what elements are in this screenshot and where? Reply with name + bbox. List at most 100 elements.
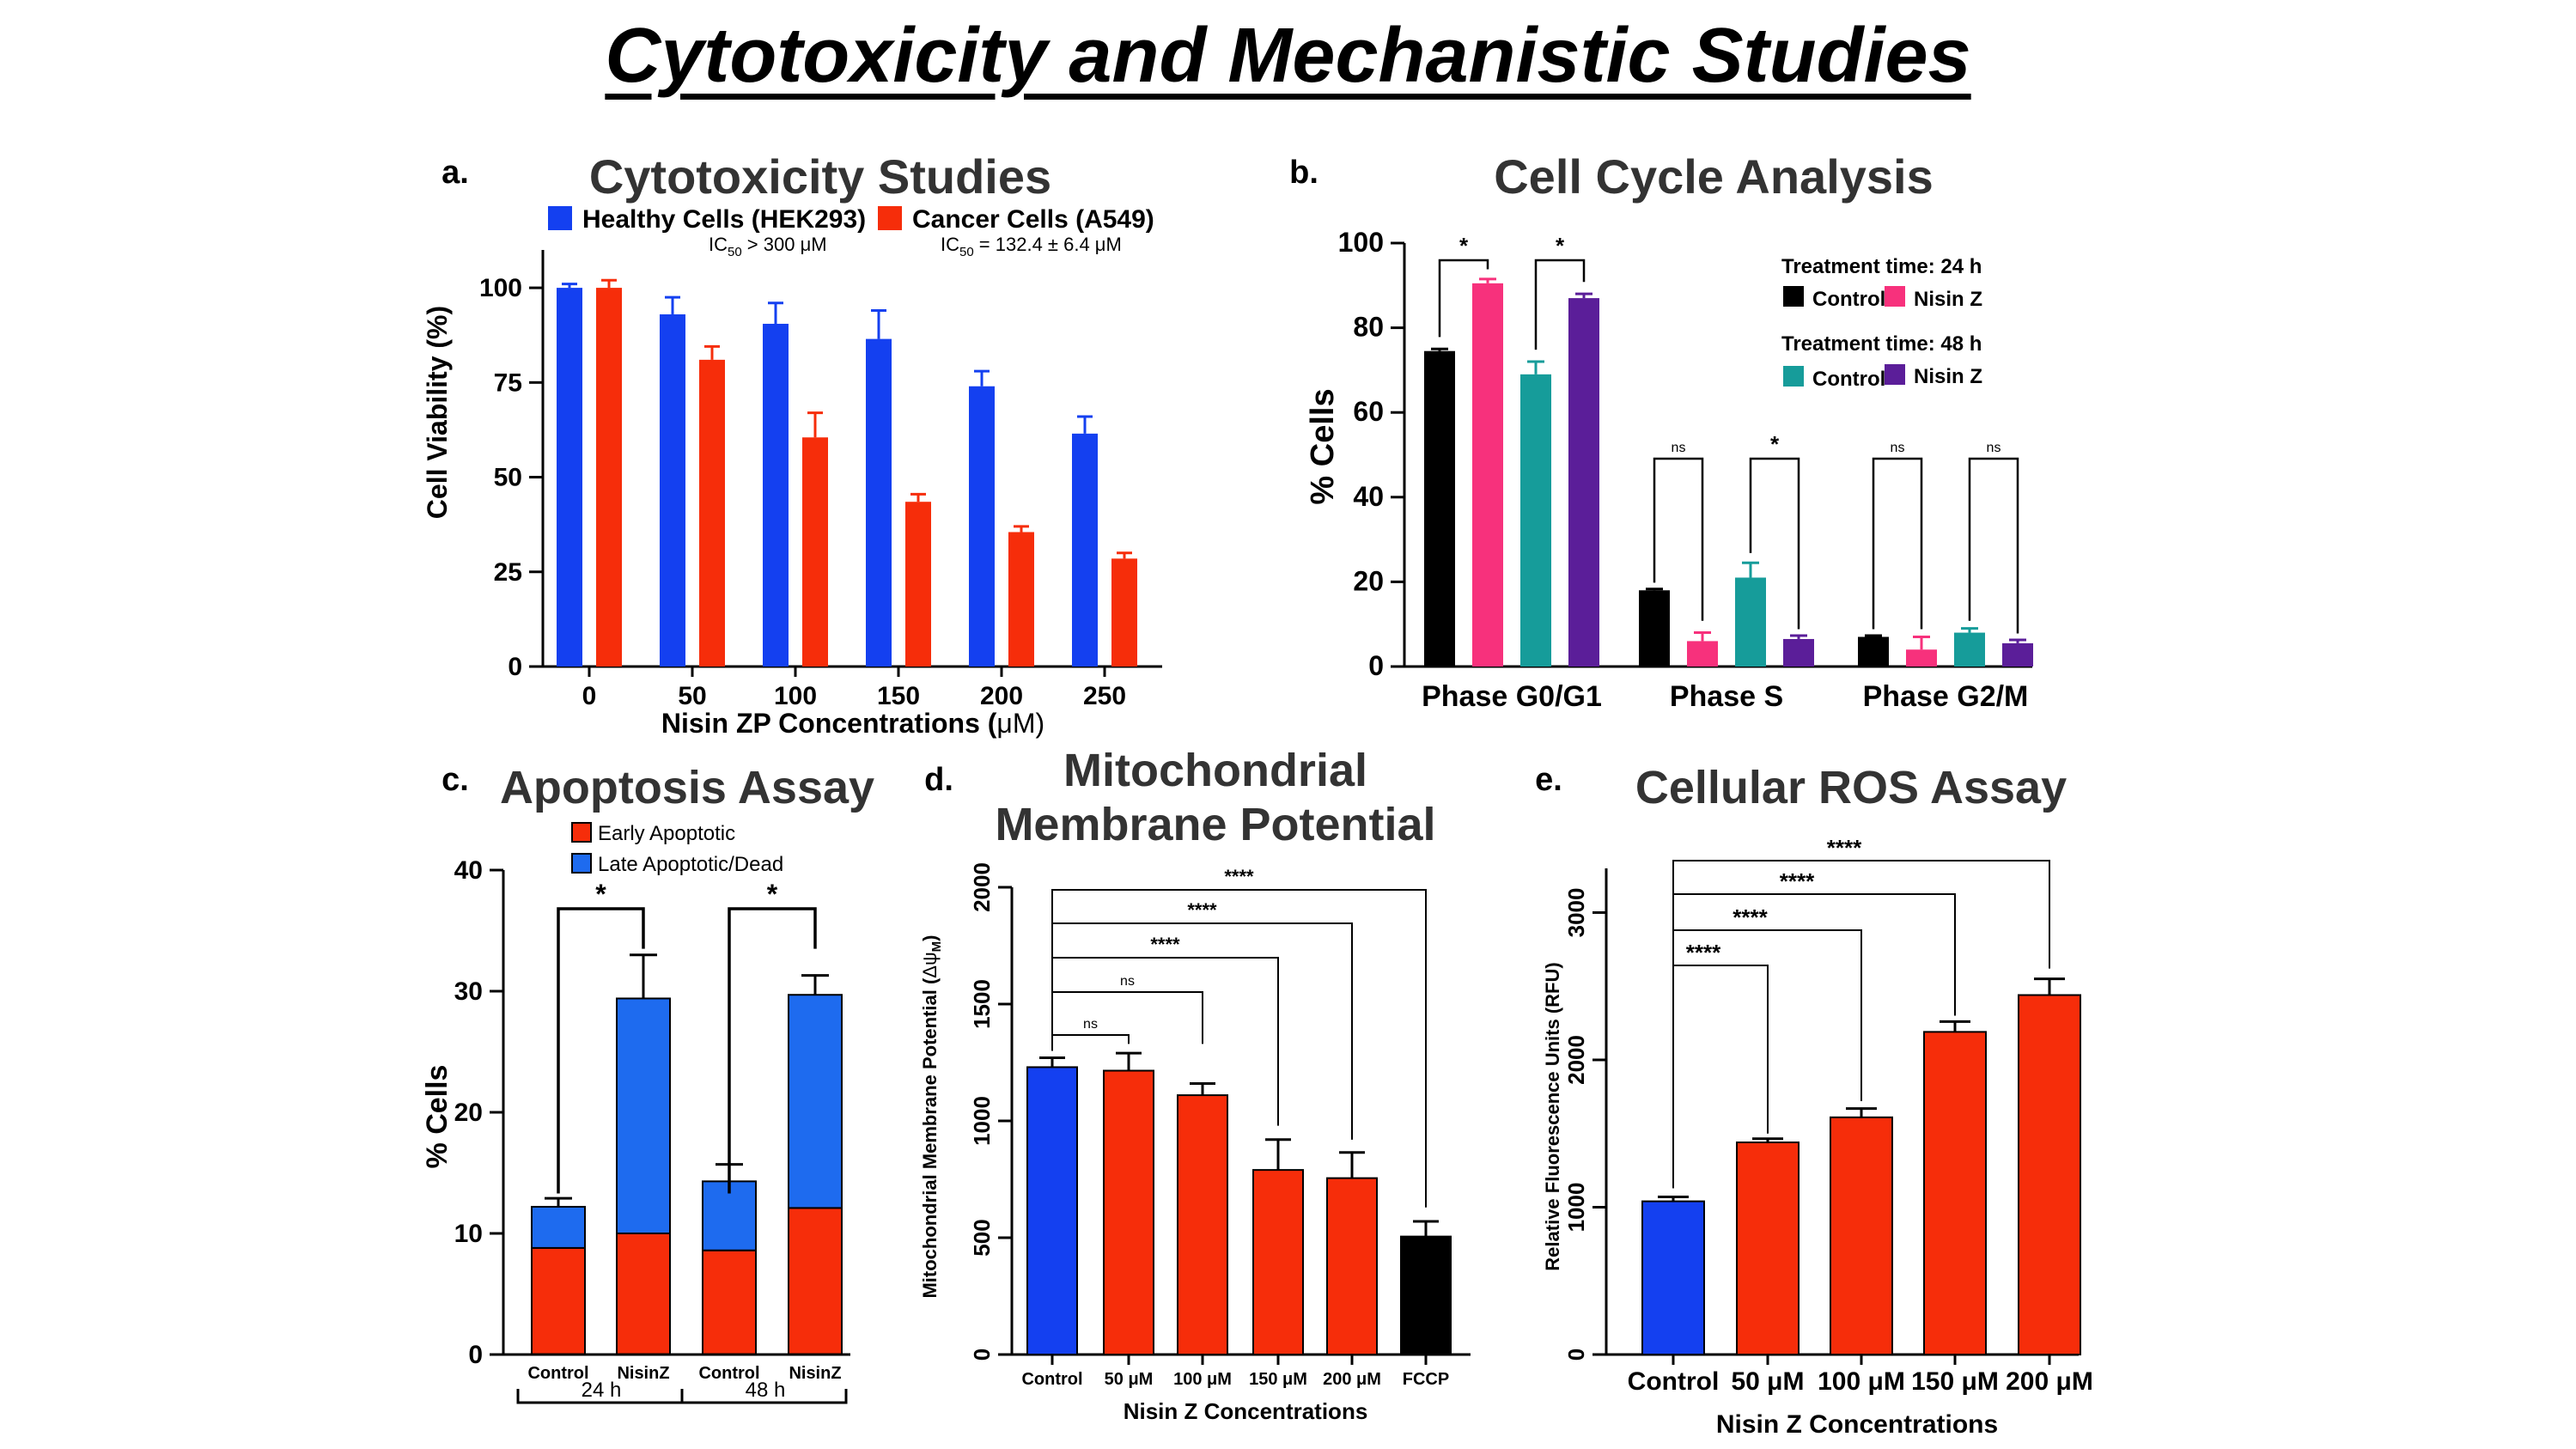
x-tick-label: Control	[698, 1364, 759, 1383]
panel-label: d.	[924, 762, 953, 798]
panel-label: a.	[442, 155, 469, 191]
legend-heading: Treatment time: 48 h	[1781, 332, 1982, 356]
y-tick-label: 2000	[969, 862, 995, 912]
bar-late-apoptotic	[616, 997, 671, 1234]
x-tick-label: Control	[1021, 1370, 1082, 1389]
y-tick-label: 1500	[969, 979, 995, 1029]
significance-bracket	[1438, 259, 1489, 338]
significance-label: ns	[1672, 441, 1686, 455]
y-tick-label: 75	[494, 368, 522, 397]
x-tick-label: 100 μM	[1818, 1367, 1905, 1396]
y-tick-label: 0	[969, 1349, 995, 1361]
significance-label: ****	[1780, 868, 1815, 894]
x-tick-label: 150 μM	[1911, 1367, 1999, 1396]
significance-bracket	[728, 907, 817, 1194]
x-tick-label: FCCP	[1403, 1370, 1449, 1389]
legend-heading: Treatment time: 24 h	[1781, 255, 1982, 278]
legend-swatch-late	[571, 853, 592, 874]
bar-control-24h	[1639, 590, 1670, 667]
legend-swatch-nisinz-24h	[1885, 286, 1905, 307]
legend-label-cancer: Cancer Cells (A549)	[912, 205, 1154, 234]
y-tick-label: 30	[454, 977, 483, 1006]
significance-bracket	[1968, 457, 2019, 634]
y-tick-label: 0	[508, 653, 522, 681]
x-tick-label: 0	[582, 682, 597, 710]
y-tick-label: 20	[1353, 565, 1384, 596]
y-tick-label: 20	[454, 1099, 483, 1127]
chart-title: Cell Cycle Analysis	[1494, 149, 1934, 204]
page-title: Cytotoxicity and Mechanistic Studies	[605, 13, 1971, 99]
bar-nisinz-48h	[2002, 642, 2033, 667]
significance-label: ****	[1150, 934, 1180, 955]
x-tick-label: 150 μM	[1249, 1370, 1307, 1389]
bar	[1923, 1031, 1987, 1356]
bar	[1026, 1066, 1078, 1355]
group-label: 24 h	[582, 1379, 622, 1402]
significance-bracket	[1749, 457, 1800, 630]
group-label: 48 h	[746, 1379, 786, 1402]
x-tick-label: 100	[774, 682, 817, 710]
panel-c-apoptosis: c. Apoptosis Assay Early Apoptotic Late Apo…	[421, 762, 874, 1404]
significance-label: ****	[1733, 904, 1768, 930]
bar	[1177, 1094, 1228, 1355]
x-tick-label: 250	[1083, 682, 1126, 710]
legend-label: Nisin Z	[1914, 365, 1982, 388]
bar-control-24h	[1858, 636, 1889, 667]
legend-label: Control	[1812, 288, 1885, 311]
y-tick-label: 25	[494, 558, 522, 587]
bar-healthy	[763, 323, 789, 667]
legend-label: Early Apoptotic	[598, 822, 735, 845]
significance-bracket	[1653, 457, 1704, 621]
x-axis-label: Nisin ZP Concentrations (μM)	[661, 708, 1044, 739]
bar	[1400, 1235, 1452, 1356]
x-tick-label: 200	[980, 682, 1023, 710]
bar-cancer	[1111, 558, 1137, 667]
bar	[2018, 994, 2081, 1356]
x-tick-label: 50 μM	[1105, 1370, 1154, 1389]
legend-label: Late Apoptotic/Dead	[598, 853, 783, 876]
bar-healthy	[969, 386, 995, 667]
bar-early-apoptotic	[702, 1249, 757, 1355]
ic50-note: IC50 = 132.4 ± 6.4 μM	[941, 234, 1122, 259]
significance-label: *	[1459, 233, 1469, 259]
bar-healthy	[660, 314, 685, 667]
significance-label: *	[1770, 431, 1780, 457]
bar-healthy	[1072, 433, 1098, 667]
y-tick-label: 50	[494, 464, 522, 492]
panel-e-ros: e. Cellular ROS Assay 0 1000 2000 3000 Relativ…	[1535, 762, 2093, 1439]
bar	[1103, 1069, 1154, 1356]
panel-label: e.	[1535, 762, 1562, 798]
y-tick-label: 40	[1353, 481, 1384, 512]
x-tick-label: NisinZ	[617, 1364, 669, 1383]
bar-control-48h	[1735, 577, 1766, 667]
bar	[1830, 1116, 1893, 1355]
bar-late-apoptotic	[531, 1205, 586, 1249]
y-tick-label: 10	[454, 1220, 483, 1248]
significance-label: *	[767, 879, 778, 910]
x-tick-label: Phase G0/G1	[1422, 680, 1602, 713]
x-tick-label: Phase S	[1670, 680, 1783, 713]
bar-control-48h	[1954, 632, 1985, 667]
legend-swatch-nisinz-48h	[1885, 364, 1905, 385]
y-tick-label: 100	[1338, 227, 1384, 258]
significance-label: *	[595, 879, 606, 910]
bar-nisinz-48h	[1783, 638, 1814, 667]
x-tick-label: 50 μM	[1731, 1367, 1804, 1396]
y-tick-label: 3000	[1563, 888, 1589, 938]
legend-swatch-control-48h	[1783, 366, 1804, 387]
panel-label: b.	[1289, 155, 1318, 191]
y-axis-label: % Cells	[1305, 388, 1341, 504]
significance-label: ns	[1083, 1017, 1098, 1032]
significance-label: ****	[1686, 940, 1721, 965]
x-tick-label: Control	[1628, 1367, 1720, 1396]
chart-title: Membrane Potential	[995, 799, 1435, 850]
y-tick-label: 40	[454, 856, 483, 885]
x-axis-label: Nisin Z Concentrations	[1716, 1410, 1998, 1439]
bar-nisinz-24h	[1472, 283, 1503, 667]
bar-control-48h	[1520, 374, 1551, 667]
significance-bracket	[1872, 457, 1923, 630]
bar-nisinz-24h	[1906, 649, 1937, 667]
x-tick-label: 150	[877, 682, 920, 710]
significance-bracket	[1672, 893, 1956, 1189]
bar-nisinz-24h	[1687, 641, 1718, 667]
